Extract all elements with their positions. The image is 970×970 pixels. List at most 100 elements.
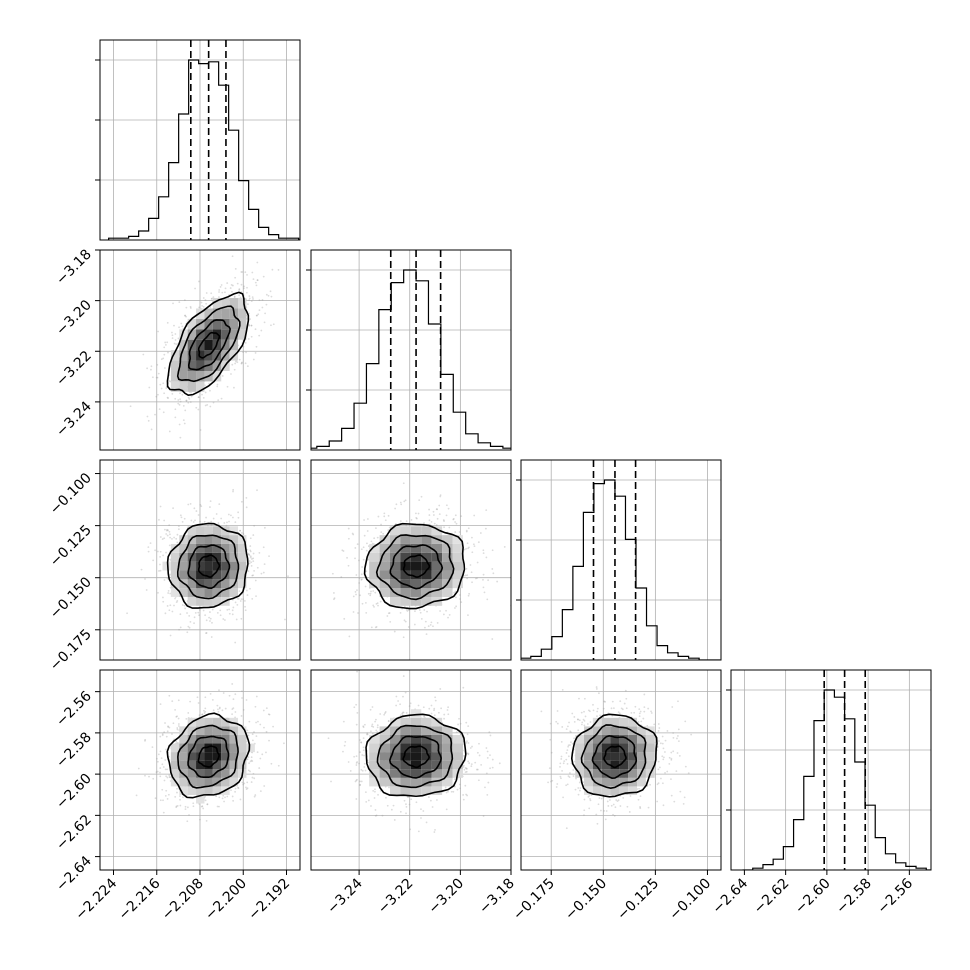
density-cell: [369, 579, 380, 589]
scatter-point: [148, 775, 150, 778]
scatter-point: [164, 759, 167, 761]
scatter-point: [187, 503, 190, 506]
scatter-point: [165, 789, 168, 792]
scatter-point: [443, 717, 445, 720]
scatter-point: [221, 797, 224, 800]
scatter-point: [365, 570, 368, 573]
scatter-point: [166, 730, 169, 733]
scatter-point: [248, 562, 251, 565]
density-cell: [179, 552, 188, 562]
scatter-point: [420, 617, 423, 620]
density-cell: [170, 370, 180, 382]
scatter-point: [333, 598, 335, 601]
density-cell: [179, 350, 188, 361]
scatter-point: [463, 548, 466, 551]
scatter-point: [169, 592, 172, 595]
scatter-point: [426, 667, 428, 669]
density-cell: [187, 318, 197, 330]
scatter-point: [233, 386, 235, 389]
density-cell: [238, 570, 247, 580]
scatter-point: [263, 526, 266, 529]
scatter-point: [424, 620, 427, 623]
scatter-point: [433, 709, 435, 712]
scatter-point: [375, 814, 378, 817]
scatter-point: [466, 574, 469, 577]
scatter-point: [222, 618, 225, 620]
scatter-point: [197, 611, 200, 614]
scatter-point: [477, 541, 480, 544]
scatter-point: [236, 361, 239, 364]
scatter-point: [363, 762, 366, 765]
scatter-point: [179, 626, 182, 629]
density-cell: [390, 717, 401, 727]
scatter-point: [245, 496, 248, 499]
density-cell: [421, 596, 432, 606]
scatter-point: [456, 788, 459, 791]
scatter-point: [228, 612, 231, 615]
scatter-point: [202, 297, 205, 299]
density-cell: [229, 329, 239, 340]
scatter-point: [255, 345, 258, 348]
density-cell: [196, 570, 205, 580]
scatter-point: [470, 763, 473, 765]
scatter-point: [175, 806, 178, 809]
scatter-point: [380, 523, 382, 526]
density-cell: [187, 543, 197, 553]
scatter-point: [248, 299, 251, 302]
scatter-point: [246, 273, 248, 276]
scatter-point: [144, 774, 146, 777]
density-cell: [431, 717, 443, 727]
scatter-point: [166, 577, 169, 580]
scatter-point: [230, 283, 233, 286]
scatter-point: [178, 628, 180, 631]
scatter-point: [252, 278, 255, 281]
density-cell: [204, 561, 213, 571]
scatter-point: [159, 555, 162, 558]
scatter-point: [192, 805, 195, 808]
scatter-point: [238, 289, 241, 291]
scatter-point: [195, 510, 198, 512]
scatter-point: [241, 532, 243, 534]
scatter-point: [204, 299, 207, 301]
scatter-point: [359, 783, 362, 786]
scatter-point: [355, 703, 358, 706]
scatter-point: [342, 550, 345, 552]
scatter-point: [386, 615, 389, 617]
density-cell: [212, 769, 222, 778]
scatter-point: [374, 814, 377, 817]
scatter-point: [173, 342, 176, 345]
scatter-point: [186, 806, 189, 809]
density-cell: [170, 588, 180, 597]
scatter-point: [241, 781, 244, 784]
scatter-point: [243, 285, 245, 288]
scatter-point: [256, 751, 259, 754]
scatter-point: [165, 387, 168, 390]
scatter-point: [159, 750, 162, 753]
scatter-point: [158, 408, 161, 411]
panel-frame: [520, 459, 722, 661]
density-cell: [179, 588, 188, 597]
scatter-point: [402, 711, 405, 714]
scatter-point: [250, 781, 253, 783]
scatter-point: [464, 574, 467, 577]
density-cell: [221, 777, 230, 787]
scatter-point: [355, 574, 358, 576]
scatter-point: [348, 635, 351, 638]
scatter-point: [245, 786, 247, 789]
panel-frame: [310, 459, 512, 661]
density-cell: [196, 535, 205, 544]
density-cell: [204, 743, 213, 753]
scatter-point: [221, 709, 224, 712]
scatter-point: [465, 770, 468, 773]
density-cell: [431, 726, 443, 735]
density-cell: [204, 535, 213, 544]
scatter-point: [464, 784, 467, 787]
scatter-point: [452, 790, 455, 793]
scatter-point: [204, 710, 207, 713]
density-cell: [229, 526, 239, 536]
scatter-point: [489, 734, 492, 737]
scatter-point: [258, 551, 261, 554]
density-cell: [379, 743, 391, 753]
scatter-point: [211, 699, 214, 701]
scatter-point: [430, 704, 433, 707]
